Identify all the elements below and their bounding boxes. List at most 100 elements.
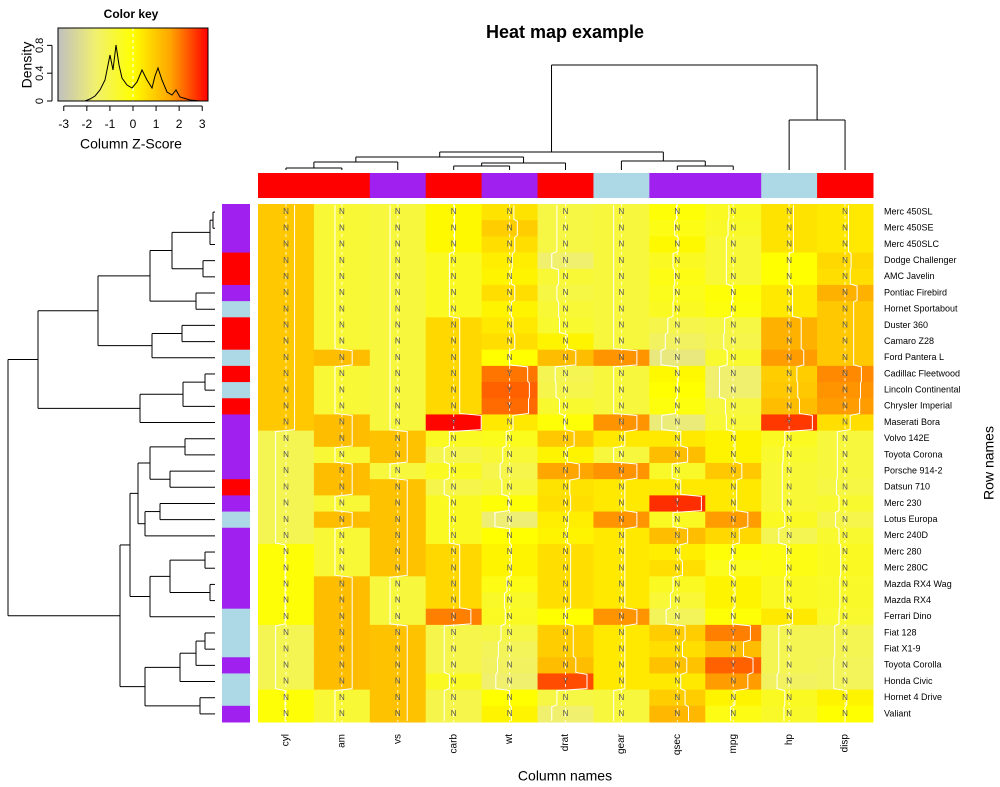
cell-note: N <box>283 499 289 508</box>
cell-note: N <box>451 677 457 686</box>
cell-note: N <box>283 693 289 702</box>
heatmap-cell <box>258 608 315 626</box>
cell-note: N <box>563 466 569 475</box>
heatmap-cell <box>258 511 315 529</box>
cell-note: N <box>339 547 345 556</box>
cell-note: N <box>283 272 289 281</box>
heatmap-cell <box>425 657 483 674</box>
cell-note: N <box>507 612 513 621</box>
cell-note: N <box>451 240 457 249</box>
cell-note: N <box>451 693 457 702</box>
cell-note: N <box>451 709 457 718</box>
cell-note: N <box>563 709 569 718</box>
row-side-color <box>222 657 250 674</box>
cell-note: N <box>619 612 625 621</box>
cell-note: N <box>786 563 792 572</box>
row-label: Ferrari Dino <box>884 611 932 621</box>
cell-note: N <box>842 547 848 556</box>
cell-note: N <box>563 434 569 443</box>
row-label: Chrysler Imperial <box>884 401 952 411</box>
column-label: vs <box>392 734 403 744</box>
heatmap-cell <box>537 236 594 254</box>
cell-note: N <box>674 337 680 346</box>
cell-note: N <box>339 321 345 330</box>
heatmap-cell <box>481 560 539 577</box>
heatmap-cell <box>313 608 371 626</box>
cell-note: N <box>619 693 625 702</box>
cell-note: N <box>619 418 625 427</box>
heatmap-cell <box>537 301 594 318</box>
column-label: mpg <box>728 734 739 753</box>
cell-note: N <box>842 288 848 297</box>
heatmap-cell <box>258 284 315 302</box>
row-label: Merc 280 <box>884 546 922 556</box>
cell-note: N <box>730 580 736 589</box>
heatmap-cell <box>425 333 483 351</box>
heatmap-cell <box>761 657 818 674</box>
row-side-color <box>222 333 250 351</box>
cell-note: N <box>730 450 736 459</box>
cell-note: N <box>451 515 457 524</box>
heatmap-cell <box>537 511 594 529</box>
row-side-color <box>222 543 250 561</box>
row-label: Camaro Z28 <box>884 336 934 346</box>
heatmap-cell <box>313 673 371 691</box>
cell-note: N <box>674 531 680 540</box>
cell-note: N <box>507 418 513 427</box>
cell-note: N <box>339 272 345 281</box>
cell-note: N <box>674 515 680 524</box>
trace-line <box>494 205 530 721</box>
cell-note: N <box>619 628 625 637</box>
heatmap-cell <box>369 349 427 367</box>
cell-note: N <box>730 304 736 313</box>
cell-note: N <box>507 660 513 669</box>
heatmap-cell <box>817 446 874 464</box>
key-y-label: Density <box>19 42 35 89</box>
cell-note: N <box>507 207 513 216</box>
cell-note: N <box>730 385 736 394</box>
cell-note: N <box>339 693 345 702</box>
cell-note: N <box>786 466 792 475</box>
cell-note: N <box>395 563 401 572</box>
cell-note: N <box>674 434 680 443</box>
cell-note: N <box>786 240 792 249</box>
cell-note: N <box>507 304 513 313</box>
cell-note: N <box>842 580 848 589</box>
row-label: Honda Civic <box>884 676 933 686</box>
heatmap-cell <box>817 463 874 480</box>
cell-note: N <box>842 450 848 459</box>
row-label: Porsche 914-2 <box>884 465 943 475</box>
key-y-tick-label: 0 <box>34 98 46 104</box>
cell-note: N <box>339 563 345 572</box>
cell-note: N <box>283 628 289 637</box>
heatmap-cell <box>593 446 650 464</box>
heatmap-cell <box>537 657 594 674</box>
heatmap-cell <box>537 624 594 642</box>
heatmap-cell <box>537 673 594 691</box>
cell-note: N <box>283 401 289 410</box>
cell-note: N <box>395 547 401 556</box>
cell-note: N <box>674 693 680 702</box>
heatmap-cell <box>537 398 594 415</box>
heatmap-cell <box>313 284 371 302</box>
heatmap-cell <box>369 333 427 351</box>
heatmap-cell <box>425 511 483 529</box>
cell-note: N <box>730 515 736 524</box>
trace-line <box>334 205 353 721</box>
row-side-color <box>222 624 250 642</box>
cell-note: N <box>619 563 625 572</box>
cell-note: N <box>507 288 513 297</box>
cell-note: N <box>786 369 792 378</box>
cell-note: N <box>283 547 289 556</box>
heatmap-cell <box>258 463 315 480</box>
heatmap-cell <box>817 608 874 626</box>
heatmap-cell <box>369 301 427 318</box>
heatmap-cell <box>761 511 818 529</box>
heatmap-cell <box>705 446 762 464</box>
heatmap-cell <box>369 608 427 626</box>
row-side-color <box>222 382 250 399</box>
heatmap-cell <box>817 349 874 367</box>
cell-note: N <box>395 256 401 265</box>
cell-note: N <box>339 207 345 216</box>
row-side-color <box>222 511 250 529</box>
